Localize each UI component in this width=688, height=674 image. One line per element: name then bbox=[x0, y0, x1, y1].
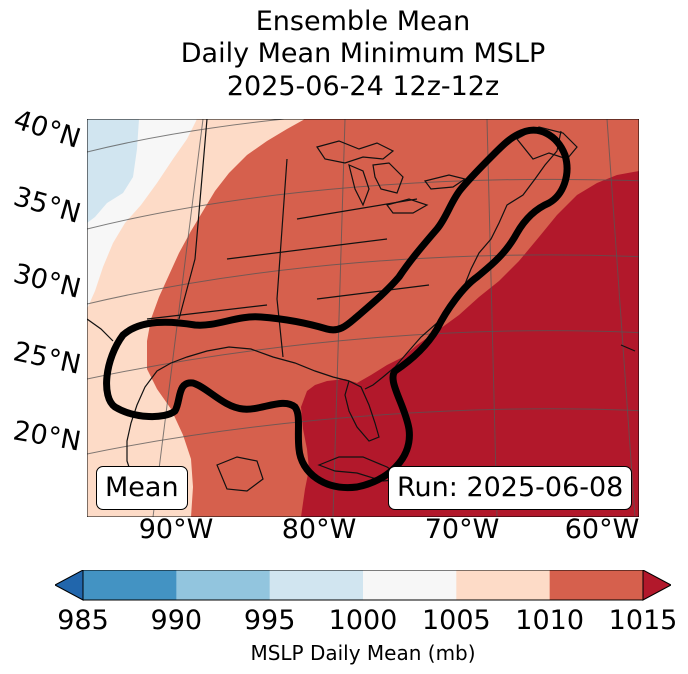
longitude-lines bbox=[152, 119, 636, 517]
colorbar-label: MSLP Daily Mean (mb) bbox=[250, 641, 476, 665]
lon-label-70w: 70°W bbox=[424, 514, 500, 545]
colorbar-extend-high bbox=[642, 570, 671, 601]
colorbar-tick-label: 985 bbox=[57, 605, 109, 636]
map-panel bbox=[87, 119, 639, 517]
lat-label-20n: 20°N bbox=[10, 415, 84, 458]
colorbar-tick-label: 995 bbox=[243, 605, 296, 636]
colorbar-bin-995-1000 bbox=[269, 570, 364, 600]
pressure-field-995 bbox=[87, 119, 139, 223]
lat-label-25n: 25°N bbox=[10, 336, 84, 381]
highlight-contour bbox=[103, 126, 571, 492]
colorbar-tick-label: 1010 bbox=[515, 605, 585, 636]
lon-label-60w: 60°W bbox=[564, 514, 640, 545]
title-line-3: 2025-06-24 12z-12z bbox=[226, 71, 500, 102]
lat-label-40n: 40°N bbox=[9, 104, 85, 155]
colorbar-tick-label: 1015 bbox=[608, 605, 678, 636]
colorbar-bin-990-995 bbox=[176, 570, 271, 600]
colorbar-tick-label: 990 bbox=[150, 605, 203, 636]
title-line-1: Ensemble Mean bbox=[255, 6, 471, 37]
coastlines bbox=[87, 119, 636, 506]
colorbar-bin-985-990 bbox=[83, 570, 177, 600]
lon-label-90w: 90°W bbox=[138, 514, 214, 545]
lat-label-35n: 35°N bbox=[10, 181, 85, 230]
mean-label-box: Mean bbox=[96, 466, 188, 510]
lon-label-80w: 80°W bbox=[281, 514, 357, 545]
colorbar-tick-label: 1000 bbox=[328, 605, 398, 636]
colorbar-tick-label: 1005 bbox=[421, 605, 491, 636]
colorbar-extend-low bbox=[55, 570, 84, 601]
title-line-2: Daily Mean Minimum MSLP bbox=[180, 38, 546, 69]
lat-label-30n: 30°N bbox=[10, 258, 84, 305]
run-date-box: Run: 2025-06-08 bbox=[388, 466, 633, 510]
colorbar-bin-1000-1005 bbox=[363, 570, 457, 600]
colorbar bbox=[55, 570, 671, 601]
colorbar-bin-1005-1010 bbox=[456, 570, 551, 600]
colorbar-bin-1010-1015 bbox=[549, 570, 644, 600]
